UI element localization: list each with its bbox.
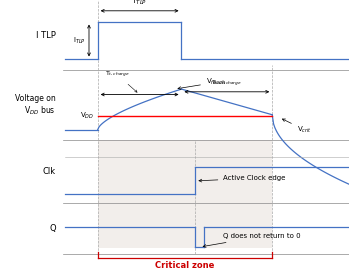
Text: V$_{DD}$: V$_{DD}$ (80, 111, 94, 121)
Text: I TLP: I TLP (36, 31, 56, 40)
Text: Clk: Clk (43, 167, 56, 176)
Text: V$_{crit}$: V$_{crit}$ (282, 119, 312, 135)
Text: T$_{TLP}$: T$_{TLP}$ (132, 0, 148, 7)
Text: T$_{t,charge}$: T$_{t,charge}$ (105, 69, 137, 92)
Text: Q: Q (49, 224, 56, 233)
Text: Voltage on
V$_{DD}$ bus: Voltage on V$_{DD}$ bus (15, 94, 56, 117)
Bar (98, 140, 272, 248)
Text: T$_{t,discharge}$: T$_{t,discharge}$ (211, 79, 242, 89)
Text: V$_{reach}$: V$_{reach}$ (178, 77, 226, 89)
Text: Q does not return to 0: Q does not return to 0 (203, 233, 301, 247)
Text: Critical zone: Critical zone (155, 261, 215, 269)
Text: I$_{TLP}$: I$_{TLP}$ (73, 35, 86, 46)
Text: Active Clock edge: Active Clock edge (199, 175, 286, 182)
